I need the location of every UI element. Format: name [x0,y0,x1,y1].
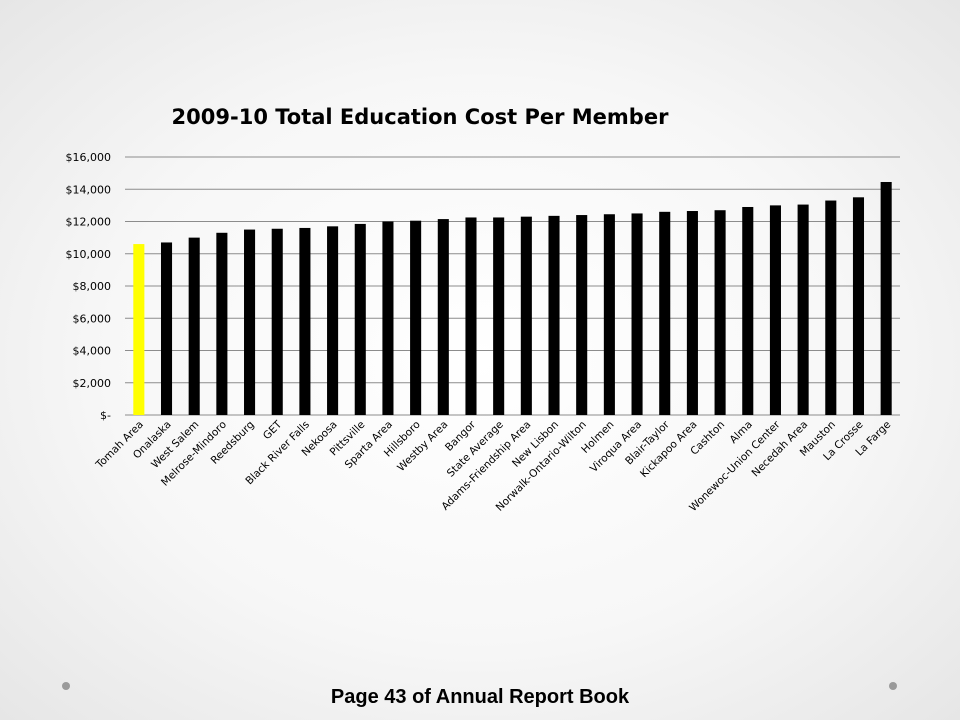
chart-title: 2009-10 Total Education Cost Per Member [172,105,670,129]
bar [686,211,698,415]
bar [437,219,449,415]
bar-chart: 2009-10 Total Education Cost Per Member … [66,105,900,514]
bar [271,228,283,415]
bar [520,216,532,415]
gridlines [125,156,900,416]
y-tick-label: $6,000 [73,312,112,325]
bar [714,210,726,415]
bar [880,181,892,415]
bar [188,237,200,415]
bar [548,215,560,415]
bar [299,227,311,415]
footer-caption: Page 43 of Annual Report Book [330,686,630,708]
y-tick-label: $8,000 [73,280,112,293]
bar [797,204,809,415]
x-tick-label: GET [261,418,285,442]
bar [216,232,228,415]
bar [603,214,615,415]
y-tick-label: $12,000 [66,216,112,229]
bar [133,244,145,415]
right-dot-ornament [889,682,897,690]
y-axis-tick-labels: $- $2,000 $4,000 $6,000 $8,000 $10,000 $12,000… [66,151,112,422]
bar [576,215,588,415]
bar [465,217,477,415]
y-tick-label: $16,000 [66,151,112,164]
bar [244,229,256,415]
y-tick-label: $14,000 [66,183,112,196]
bar [410,220,422,415]
y-tick-label: $2,000 [73,377,112,390]
bar [382,221,394,415]
left-dot-ornament [62,682,70,690]
y-tick-label: $10,000 [66,248,112,261]
bar [852,197,865,415]
bar [742,206,754,415]
bar [825,200,837,415]
bar [631,213,643,415]
bar [160,242,173,415]
bar [327,226,339,415]
y-tick-label: $- [100,409,111,422]
bar [769,205,781,415]
bar [493,217,505,415]
bar [354,223,366,415]
bar [659,211,671,415]
y-tick-label: $4,000 [73,345,112,358]
bars [133,181,892,415]
